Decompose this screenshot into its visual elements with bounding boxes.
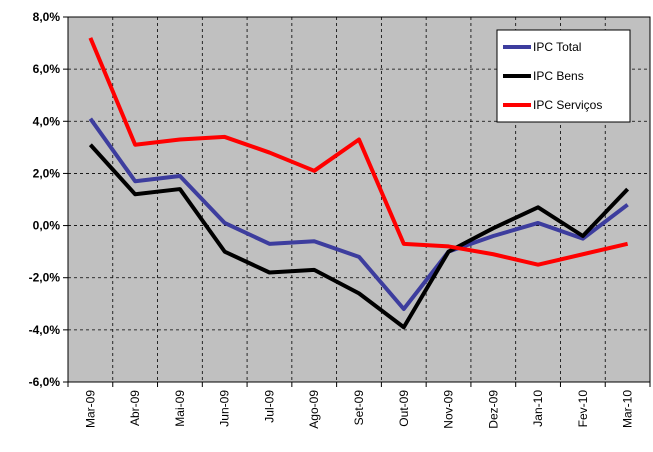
x-tick-label: Jul-09 [262, 390, 276, 423]
plot-border [67, 16, 651, 383]
y-tick-label: 6,0% [33, 62, 61, 76]
y-tick-label: -2,0% [29, 271, 61, 285]
series-line [88, 117, 629, 311]
x-tick-label: Jan-10 [531, 390, 545, 427]
legend-label: IPC Serviços [533, 98, 602, 112]
y-tick-label: 0,0% [33, 219, 61, 233]
y-tick-label: 2,0% [33, 166, 61, 180]
x-tick-label: Mar-10 [621, 390, 635, 428]
y-tick-label: 8,0% [33, 10, 61, 24]
y-tick-label: -4,0% [29, 323, 61, 337]
series-line [88, 37, 629, 267]
series-line [88, 143, 630, 330]
legend-label: IPC Bens [533, 69, 584, 83]
x-tick-label: Nov-09 [442, 390, 456, 429]
x-tick-label: Jun-09 [218, 390, 232, 427]
x-tick-label: Mar-09 [83, 390, 97, 428]
x-tick-label: Set-09 [352, 390, 366, 426]
y-tick-label: -6,0% [29, 375, 61, 389]
x-tick-label: Fev-10 [576, 390, 590, 428]
y-tick-label: 4,0% [33, 114, 61, 128]
x-tick-label: Abr-09 [128, 390, 142, 426]
x-tick-label: Ago-09 [307, 390, 321, 429]
x-tick-label: Mai-09 [173, 390, 187, 427]
x-tick-label: Dez-09 [486, 390, 500, 429]
x-tick-label: Out-09 [397, 390, 411, 427]
legend-label: IPC Total [533, 40, 581, 54]
